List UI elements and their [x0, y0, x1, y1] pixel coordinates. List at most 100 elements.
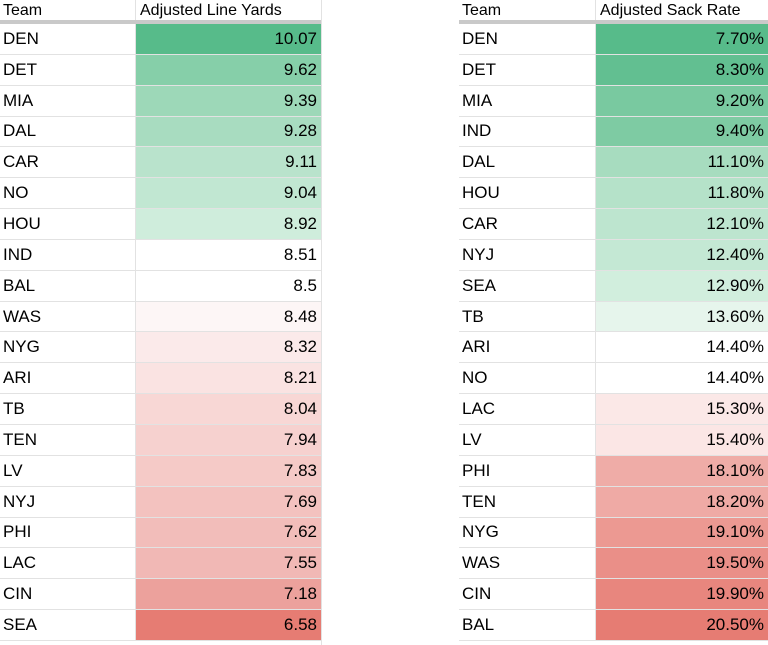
empty-column[interactable] [321, 0, 459, 645]
team-cell[interactable]: NO [0, 178, 136, 209]
value-cell[interactable]: 10.07 [136, 24, 321, 54]
team-cell[interactable]: DAL [459, 147, 596, 178]
table-row: TEN 18.20% [459, 486, 768, 518]
team-cell[interactable]: CAR [0, 147, 136, 178]
value-cell[interactable]: 18.20% [596, 486, 768, 517]
team-cell[interactable]: CIN [0, 579, 136, 610]
sack-rate-table: Team Adjusted Sack Rate DEN 7.70% DET 8.30%… [459, 0, 768, 641]
team-cell[interactable]: CAR [459, 209, 596, 239]
value-cell[interactable]: 20.50% [596, 610, 768, 640]
team-cell[interactable]: DET [0, 54, 136, 85]
value-cell[interactable]: 19.50% [596, 548, 768, 579]
team-cell[interactable]: WAS [0, 301, 136, 332]
team-cell[interactable]: LV [0, 455, 136, 486]
value-cell[interactable]: 19.90% [596, 579, 768, 610]
value-cell[interactable]: 12.90% [596, 270, 768, 301]
value-cell[interactable]: 7.83 [136, 455, 321, 486]
value-cell[interactable]: 9.39 [136, 85, 321, 116]
team-cell[interactable]: NYG [0, 332, 136, 363]
value-cell[interactable]: 19.10% [596, 517, 768, 548]
value-cell[interactable]: 14.40% [596, 332, 768, 363]
value-cell[interactable]: 12.10% [596, 209, 768, 239]
table-row: ARI 8.21 [0, 363, 321, 395]
team-cell[interactable]: TEN [459, 486, 596, 517]
table-row: DET 8.30% [459, 54, 768, 86]
table-row: SEA 12.90% [459, 270, 768, 302]
adjusted-line-yards-header[interactable]: Adjusted Line Yards [140, 2, 282, 19]
team-cell[interactable]: BAL [459, 610, 596, 640]
value-cell[interactable]: 8.30% [596, 54, 768, 85]
value-cell[interactable]: 14.40% [596, 363, 768, 394]
team-cell[interactable]: WAS [459, 548, 596, 579]
team-cell[interactable]: NO [459, 363, 596, 394]
team-cell[interactable]: IND [0, 239, 136, 270]
value-cell[interactable]: 18.10% [596, 455, 768, 486]
value-cell[interactable]: 13.60% [596, 301, 768, 332]
team-cell[interactable]: DEN [0, 24, 136, 54]
team-cell[interactable]: MIA [459, 85, 596, 116]
team-cell[interactable]: PHI [0, 517, 136, 548]
value-cell[interactable]: 8.5 [136, 270, 321, 301]
value-cell[interactable]: 15.40% [596, 424, 768, 455]
table-row: BAL 8.5 [0, 270, 321, 302]
team-cell[interactable]: IND [459, 116, 596, 147]
team-cell[interactable]: ARI [459, 332, 596, 363]
value-cell[interactable]: 8.48 [136, 301, 321, 332]
team-cell[interactable]: TEN [0, 424, 136, 455]
value-cell[interactable]: 9.28 [136, 116, 321, 147]
value-cell[interactable]: 6.58 [136, 610, 321, 640]
team-cell[interactable]: SEA [0, 610, 136, 640]
team-cell[interactable]: SEA [459, 270, 596, 301]
team-cell[interactable]: PHI [459, 455, 596, 486]
value-cell[interactable]: 8.92 [136, 209, 321, 239]
table-row: ARI 14.40% [459, 332, 768, 364]
team-cell[interactable]: CIN [459, 579, 596, 610]
team-cell[interactable]: DAL [0, 116, 136, 147]
value-cell[interactable]: 7.18 [136, 579, 321, 610]
team-cell[interactable]: NYJ [0, 486, 136, 517]
table-row: TEN 7.94 [0, 424, 321, 456]
team-cell[interactable]: TB [0, 394, 136, 424]
value-cell[interactable]: 7.62 [136, 517, 321, 548]
value-cell[interactable]: 11.10% [596, 147, 768, 178]
value-cell[interactable]: 7.55 [136, 548, 321, 579]
table-row: MIA 9.20% [459, 85, 768, 117]
team-cell[interactable]: BAL [0, 270, 136, 301]
value-cell[interactable]: 9.62 [136, 54, 321, 85]
value-cell[interactable]: 9.40% [596, 116, 768, 147]
team-cell[interactable]: HOU [459, 178, 596, 209]
team-cell[interactable]: LV [459, 424, 596, 455]
value-cell[interactable]: 8.32 [136, 332, 321, 363]
value-cell[interactable]: 9.20% [596, 85, 768, 116]
value-cell[interactable]: 15.30% [596, 394, 768, 424]
team-cell[interactable]: NYG [459, 517, 596, 548]
team-cell[interactable]: LAC [0, 548, 136, 579]
team-cell[interactable]: HOU [0, 209, 136, 239]
value-cell[interactable]: 7.69 [136, 486, 321, 517]
adjusted-sack-rate-header[interactable]: Adjusted Sack Rate [600, 2, 741, 19]
line-yards-table: Team Adjusted Line Yards DEN 10.07 DET 9.62… [0, 0, 321, 641]
value-cell[interactable]: 9.11 [136, 147, 321, 178]
table-row: NO 9.04 [0, 178, 321, 210]
value-cell[interactable]: 8.04 [136, 394, 321, 424]
value-cell[interactable]: 8.21 [136, 363, 321, 394]
table-row: NYG 19.10% [459, 517, 768, 549]
team-cell[interactable]: LAC [459, 394, 596, 424]
value-cell[interactable]: 11.80% [596, 178, 768, 209]
table-row: PHI 18.10% [459, 455, 768, 487]
value-cell[interactable]: 12.40% [596, 239, 768, 270]
value-cell[interactable]: 8.51 [136, 239, 321, 270]
team-header[interactable]: Team [0, 0, 136, 20]
value-cell[interactable]: 7.70% [596, 24, 768, 54]
team-cell[interactable]: DEN [459, 24, 596, 54]
value-cell[interactable]: 9.04 [136, 178, 321, 209]
value-cell[interactable]: 7.94 [136, 424, 321, 455]
header-row: Team Adjusted Line Yards [0, 0, 321, 24]
team-cell[interactable]: MIA [0, 85, 136, 116]
team-cell[interactable]: ARI [0, 363, 136, 394]
team-cell[interactable]: NYJ [459, 239, 596, 270]
team-header[interactable]: Team [459, 0, 596, 20]
team-cell[interactable]: TB [459, 301, 596, 332]
table-row: WAS 8.48 [0, 301, 321, 333]
team-cell[interactable]: DET [459, 54, 596, 85]
